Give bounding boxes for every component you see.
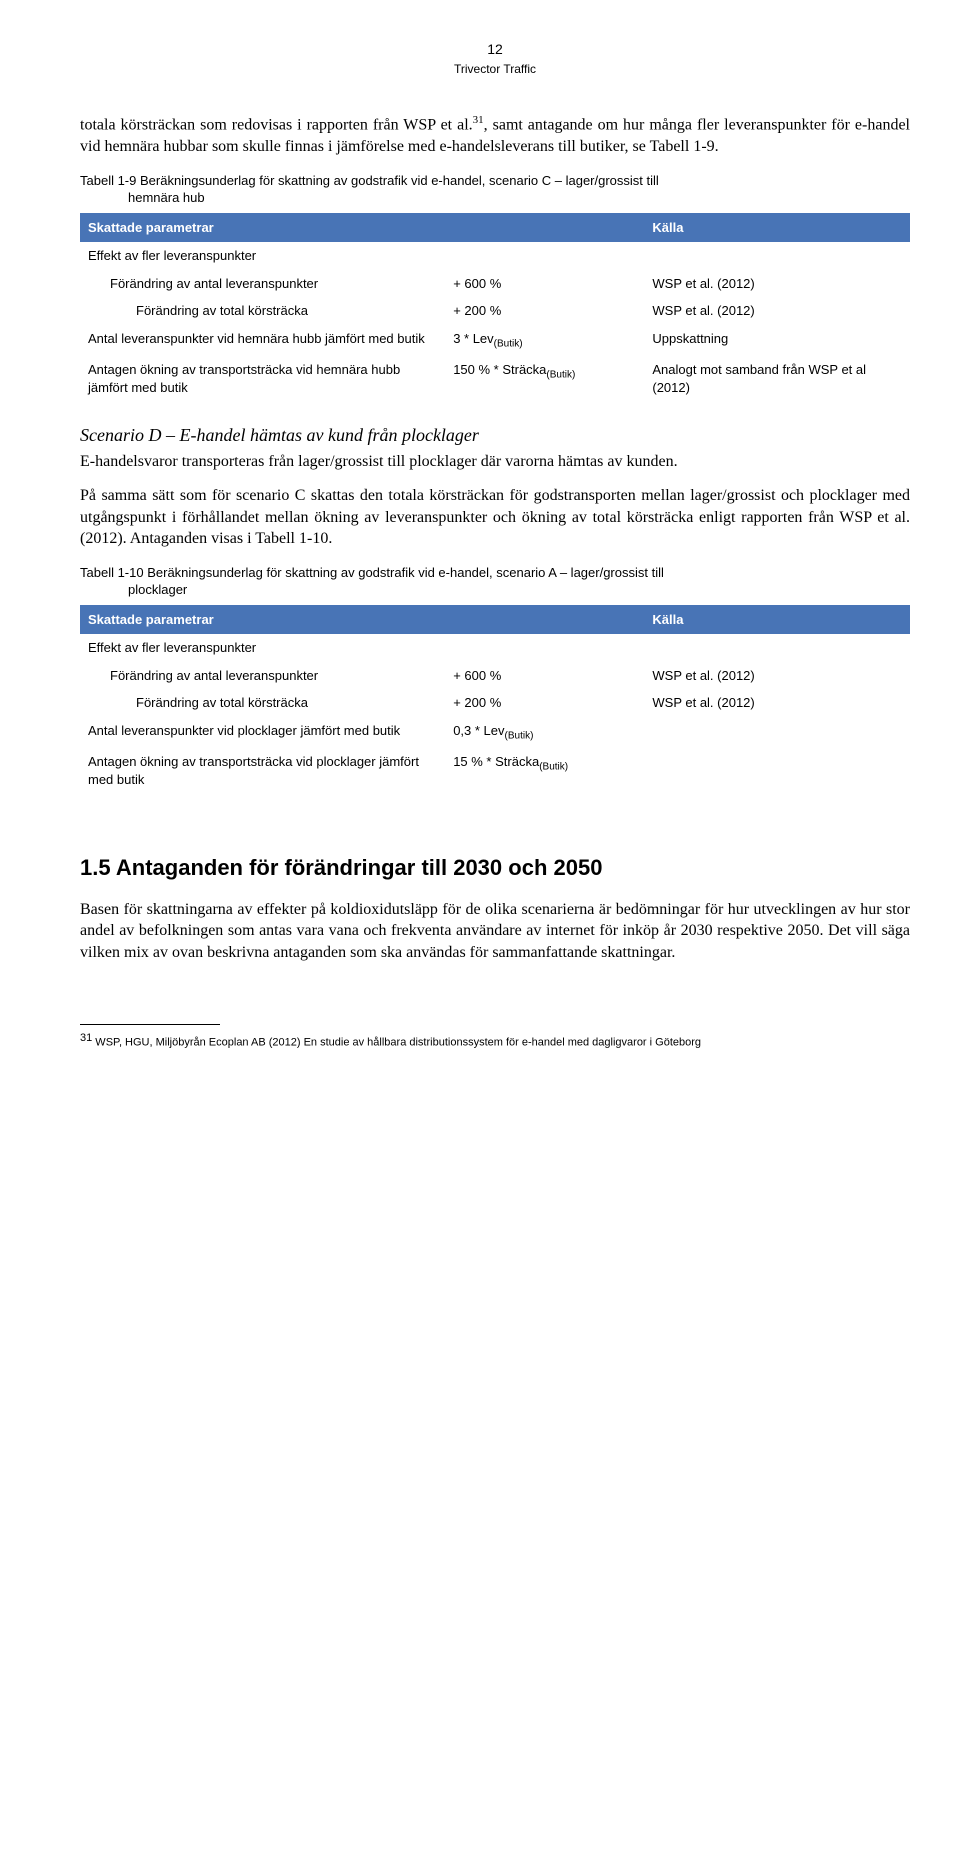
table-row: Antagen ökning av transportsträcka vid p… [80,748,910,793]
table2-cell-c1: Förändring av antal leveranspunkter [80,662,445,690]
table-row: Effekt av fler leveranspunkter [80,634,910,662]
table2-cell-c3: WSP et al. (2012) [644,689,910,717]
table1-h3: Källa [644,213,910,243]
table1-h2 [445,213,644,243]
table1-h1: Skattade parametrar [80,213,445,243]
table2-cell-c3 [644,634,910,662]
table-row: Förändring av antal leveranspunkter+ 600… [80,270,910,298]
table1-cell-c1: Antal leveranspunkter vid hemnära hubb j… [80,325,445,356]
table1-cell-c2: + 600 % [445,270,644,298]
table2-cell-c1: Förändring av total körsträcka [80,689,445,717]
table2-h3: Källa [644,605,910,635]
table1-cell-c2: 3 * Lev(Butik) [445,325,644,356]
table2-cell-c2: + 200 % [445,689,644,717]
table1-caption-l1: Tabell 1-9 Beräkningsunderlag för skattn… [80,173,659,188]
footnote-rule [80,1024,220,1025]
table2-cell-c3 [644,748,910,793]
table1-cell-c3 [644,242,910,270]
table2-cell-c1: Effekt av fler leveranspunkter [80,634,445,662]
table-row: Effekt av fler leveranspunkter [80,242,910,270]
table1-cell-c3: Analogt mot samband från WSP et al (2012… [644,356,910,401]
table-row: Förändring av total körsträcka+ 200 %WSP… [80,297,910,325]
table1-cell-c1: Effekt av fler leveranspunkter [80,242,445,270]
table2-cell-c1: Antagen ökning av transportsträcka vid p… [80,748,445,793]
table1-cell-c1: Förändring av total körsträcka [80,297,445,325]
table1-cell-c2: 150 % * Sträcka(Butik) [445,356,644,401]
table2-caption-l1: Tabell 1-10 Beräkningsunderlag för skatt… [80,565,664,580]
table1-cell-c2 [445,242,644,270]
table-row: Förändring av antal leveranspunkter+ 600… [80,662,910,690]
footnote-marker: 31 [80,1032,92,1044]
table2-caption: Tabell 1-10 Beräkningsunderlag för skatt… [80,564,910,599]
section-1-5-p1: Basen för skattningarna av effekter på k… [80,899,910,964]
footnote-text: WSP, HGU, Miljöbyrån Ecoplan AB (2012) E… [92,1036,701,1048]
page-subtitle: Trivector Traffic [80,61,910,77]
table2-cell-c3 [644,717,910,748]
scenario-d-heading: Scenario D – E-handel hämtas av kund frå… [80,423,910,447]
table2-caption-l2: plocklager [80,581,910,599]
table1-cell-c2: + 200 % [445,297,644,325]
table2-cell-c3: WSP et al. (2012) [644,662,910,690]
table-row: Antal leveranspunkter vid plocklager jäm… [80,717,910,748]
table1: Skattade parametrar Källa Effekt av fler… [80,213,910,401]
table1-cell-c3: WSP et al. (2012) [644,297,910,325]
table2-cell-c1: Antal leveranspunkter vid plocklager jäm… [80,717,445,748]
table1-caption-l2: hemnära hub [80,189,910,207]
scenario-d-p2: På samma sätt som för scenario C skattas… [80,485,910,550]
table1-header-row: Skattade parametrar Källa [80,213,910,243]
table2: Skattade parametrar Källa Effekt av fler… [80,605,910,793]
table1-cell-c3: WSP et al. (2012) [644,270,910,298]
page-number: 12 [80,40,910,59]
table1-cell-c1: Förändring av antal leveranspunkter [80,270,445,298]
table2-h2 [445,605,644,635]
table2-cell-c2: 15 % * Sträcka(Butik) [445,748,644,793]
table1-cell-c3: Uppskattning [644,325,910,356]
section-1-5-heading: 1.5 Antaganden för förändringar till 203… [80,853,910,883]
table2-cell-c2: + 600 % [445,662,644,690]
intro-sup: 31 [473,114,484,126]
table2-header-row: Skattade parametrar Källa [80,605,910,635]
table-row: Antal leveranspunkter vid hemnära hubb j… [80,325,910,356]
table-row: Förändring av total körsträcka+ 200 %WSP… [80,689,910,717]
table1-cell-c1: Antagen ökning av transportsträcka vid h… [80,356,445,401]
intro-text-pre: totala körsträckan som redovisas i rappo… [80,116,473,133]
intro-paragraph: totala körsträckan som redovisas i rappo… [80,113,910,158]
scenario-d-p1: E-handelsvaror transporteras från lager/… [80,451,910,473]
table2-cell-c2: 0,3 * Lev(Butik) [445,717,644,748]
footnote: 31 WSP, HGU, Miljöbyrån Ecoplan AB (2012… [80,1031,910,1050]
table-row: Antagen ökning av transportsträcka vid h… [80,356,910,401]
table2-h1: Skattade parametrar [80,605,445,635]
table1-caption: Tabell 1-9 Beräkningsunderlag för skattn… [80,172,910,207]
table2-cell-c2 [445,634,644,662]
